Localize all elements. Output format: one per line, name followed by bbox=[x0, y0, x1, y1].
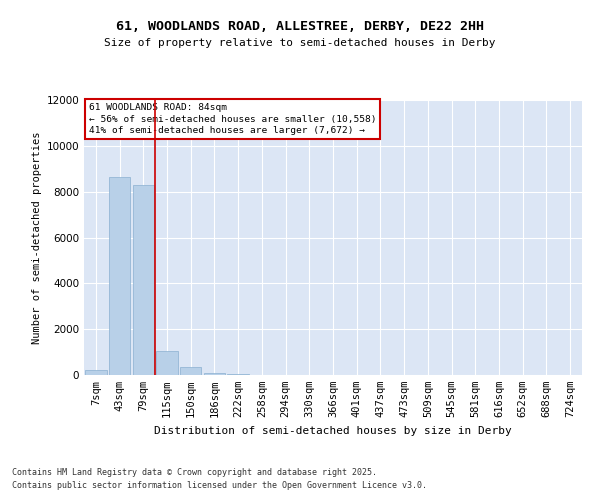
Bar bbox=[133, 185, 154, 375]
Text: 61, WOODLANDS ROAD, ALLESTREE, DERBY, DE22 2HH: 61, WOODLANDS ROAD, ALLESTREE, DERBY, DE… bbox=[116, 20, 484, 33]
Bar bbox=[109, 177, 130, 375]
Text: Size of property relative to semi-detached houses in Derby: Size of property relative to semi-detach… bbox=[104, 38, 496, 48]
Text: 61 WOODLANDS ROAD: 84sqm
← 56% of semi-detached houses are smaller (10,558)
41% : 61 WOODLANDS ROAD: 84sqm ← 56% of semi-d… bbox=[89, 103, 376, 136]
X-axis label: Distribution of semi-detached houses by size in Derby: Distribution of semi-detached houses by … bbox=[154, 426, 512, 436]
Bar bbox=[85, 370, 107, 375]
Text: Contains public sector information licensed under the Open Government Licence v3: Contains public sector information licen… bbox=[12, 482, 427, 490]
Text: Contains HM Land Registry data © Crown copyright and database right 2025.: Contains HM Land Registry data © Crown c… bbox=[12, 468, 377, 477]
Bar bbox=[227, 374, 249, 375]
Bar bbox=[204, 372, 225, 375]
Bar bbox=[180, 367, 202, 375]
Bar bbox=[157, 351, 178, 375]
Y-axis label: Number of semi-detached properties: Number of semi-detached properties bbox=[32, 131, 42, 344]
